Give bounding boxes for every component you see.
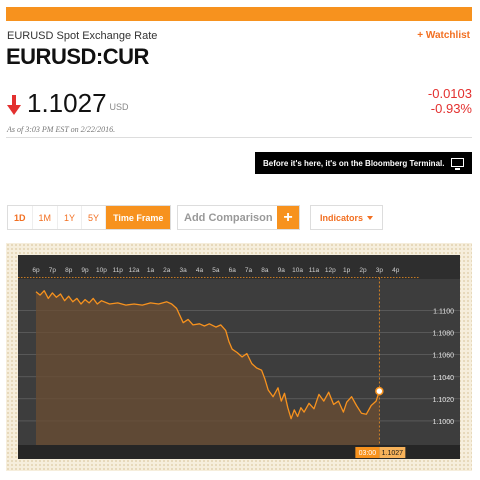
divider [6, 137, 472, 138]
timeframe-5y-button[interactable]: 5Y [82, 206, 107, 229]
x-tick-label: 9a [278, 267, 286, 274]
crosshair-value-label: 1.1027 [382, 450, 404, 457]
time-frame-menu-button[interactable]: Time Frame [106, 206, 171, 229]
indicators-dropdown[interactable]: Indicators [310, 205, 383, 230]
x-tick-label: 9p [81, 267, 89, 274]
x-tick-label: 3a [180, 267, 188, 274]
x-tick-label: 6p [32, 267, 40, 274]
x-tick-label: 12a [129, 267, 140, 274]
crosshair-value-label-bg [379, 447, 406, 458]
y-tick-label: 1.1080 [433, 331, 455, 338]
x-tick-label: 4p [392, 267, 400, 274]
x-tick-label: 7a [245, 267, 253, 274]
x-tick-label: 5a [212, 267, 220, 274]
timeframe-1d-button[interactable]: 1D [8, 206, 33, 229]
x-tick-label: 4a [196, 267, 204, 274]
x-tick-label: 2a [163, 267, 171, 274]
price-area-fill [36, 290, 380, 445]
caret-down-icon [367, 215, 373, 220]
x-tick-label: 10p [96, 267, 107, 274]
add-to-watchlist-link[interactable]: + Watchlist [417, 30, 470, 41]
x-tick-label: 12p [325, 267, 336, 274]
price-chart[interactable]: 6p 7p 8p 9p 10p 11p 12a 1a 2a 3a 4a 5a 6a 7a 8a 9a 10a 11… [6, 243, 472, 471]
bloomberg-terminal-banner[interactable]: Before it's here, it's on the Bloomberg … [255, 152, 472, 174]
timeframe-1m-button[interactable]: 1M [33, 206, 59, 229]
timeframe-1y-button[interactable]: 1Y [58, 206, 83, 229]
price-row: 1.1027 USD [7, 86, 129, 116]
arrow-down-icon [7, 95, 21, 115]
ticker-symbol: EURUSD:CUR [6, 44, 149, 69]
price-chart-frame: 6p 7p 8p 9p 10p 11p 12a 1a 2a 3a 4a 5a 6a 7a 8a 9a 10a 11… [6, 243, 472, 471]
x-tick-label: 1p [343, 267, 351, 274]
indicators-label: Indicators [319, 212, 363, 223]
y-tick-label: 1.1040 [433, 375, 455, 382]
x-tick-label: 8p [65, 267, 73, 274]
last-price: 1.1027 [27, 88, 107, 118]
x-tick-label: 3p [376, 267, 384, 274]
price-marker [375, 386, 384, 396]
y-tick-label: 1.1100 [433, 309, 454, 316]
price-line [35, 290, 381, 420]
bottom-axis-band [18, 445, 460, 459]
as-of-timestamp: As of 3:03 PM EST on 2/22/2016. [7, 125, 116, 134]
x-tick-label: 6a [229, 267, 237, 274]
x-tick-label: 1a [147, 267, 155, 274]
price-change-absolute: -0.0103 [427, 86, 472, 101]
banner-text: Before it's here, it's on the Bloomberg … [263, 158, 445, 168]
crosshair-time-label-bg [355, 447, 380, 458]
quote-subtitle: EURUSD Spot Exchange Rate [7, 30, 158, 42]
x-tick-label: 10a [292, 267, 303, 274]
x-tick-label: 2p [359, 267, 367, 274]
x-tick-label: 11a [309, 267, 320, 274]
y-tick-label: 1.1000 [433, 419, 455, 426]
add-comparison-box: + [177, 205, 300, 230]
x-tick-label: 7p [49, 267, 57, 274]
y-tick-label: 1.1060 [433, 353, 455, 360]
add-comparison-input[interactable] [178, 206, 278, 229]
x-tick-label: 11p [113, 267, 124, 274]
price-change-percent: -0.93% [430, 101, 472, 116]
crosshair-time-label: 03:00 [359, 450, 377, 457]
x-tick-label: 8a [261, 267, 269, 274]
timeframe-selector: 1D 1M 1Y 5Y Time Frame [7, 205, 172, 230]
price-currency: USD [109, 102, 129, 112]
add-comparison-button[interactable]: + [277, 206, 299, 229]
y-tick-label: 1.1020 [433, 397, 455, 404]
time-axis-band [18, 255, 460, 279]
top-accent-bar [6, 7, 472, 21]
monitor-icon [451, 158, 464, 170]
